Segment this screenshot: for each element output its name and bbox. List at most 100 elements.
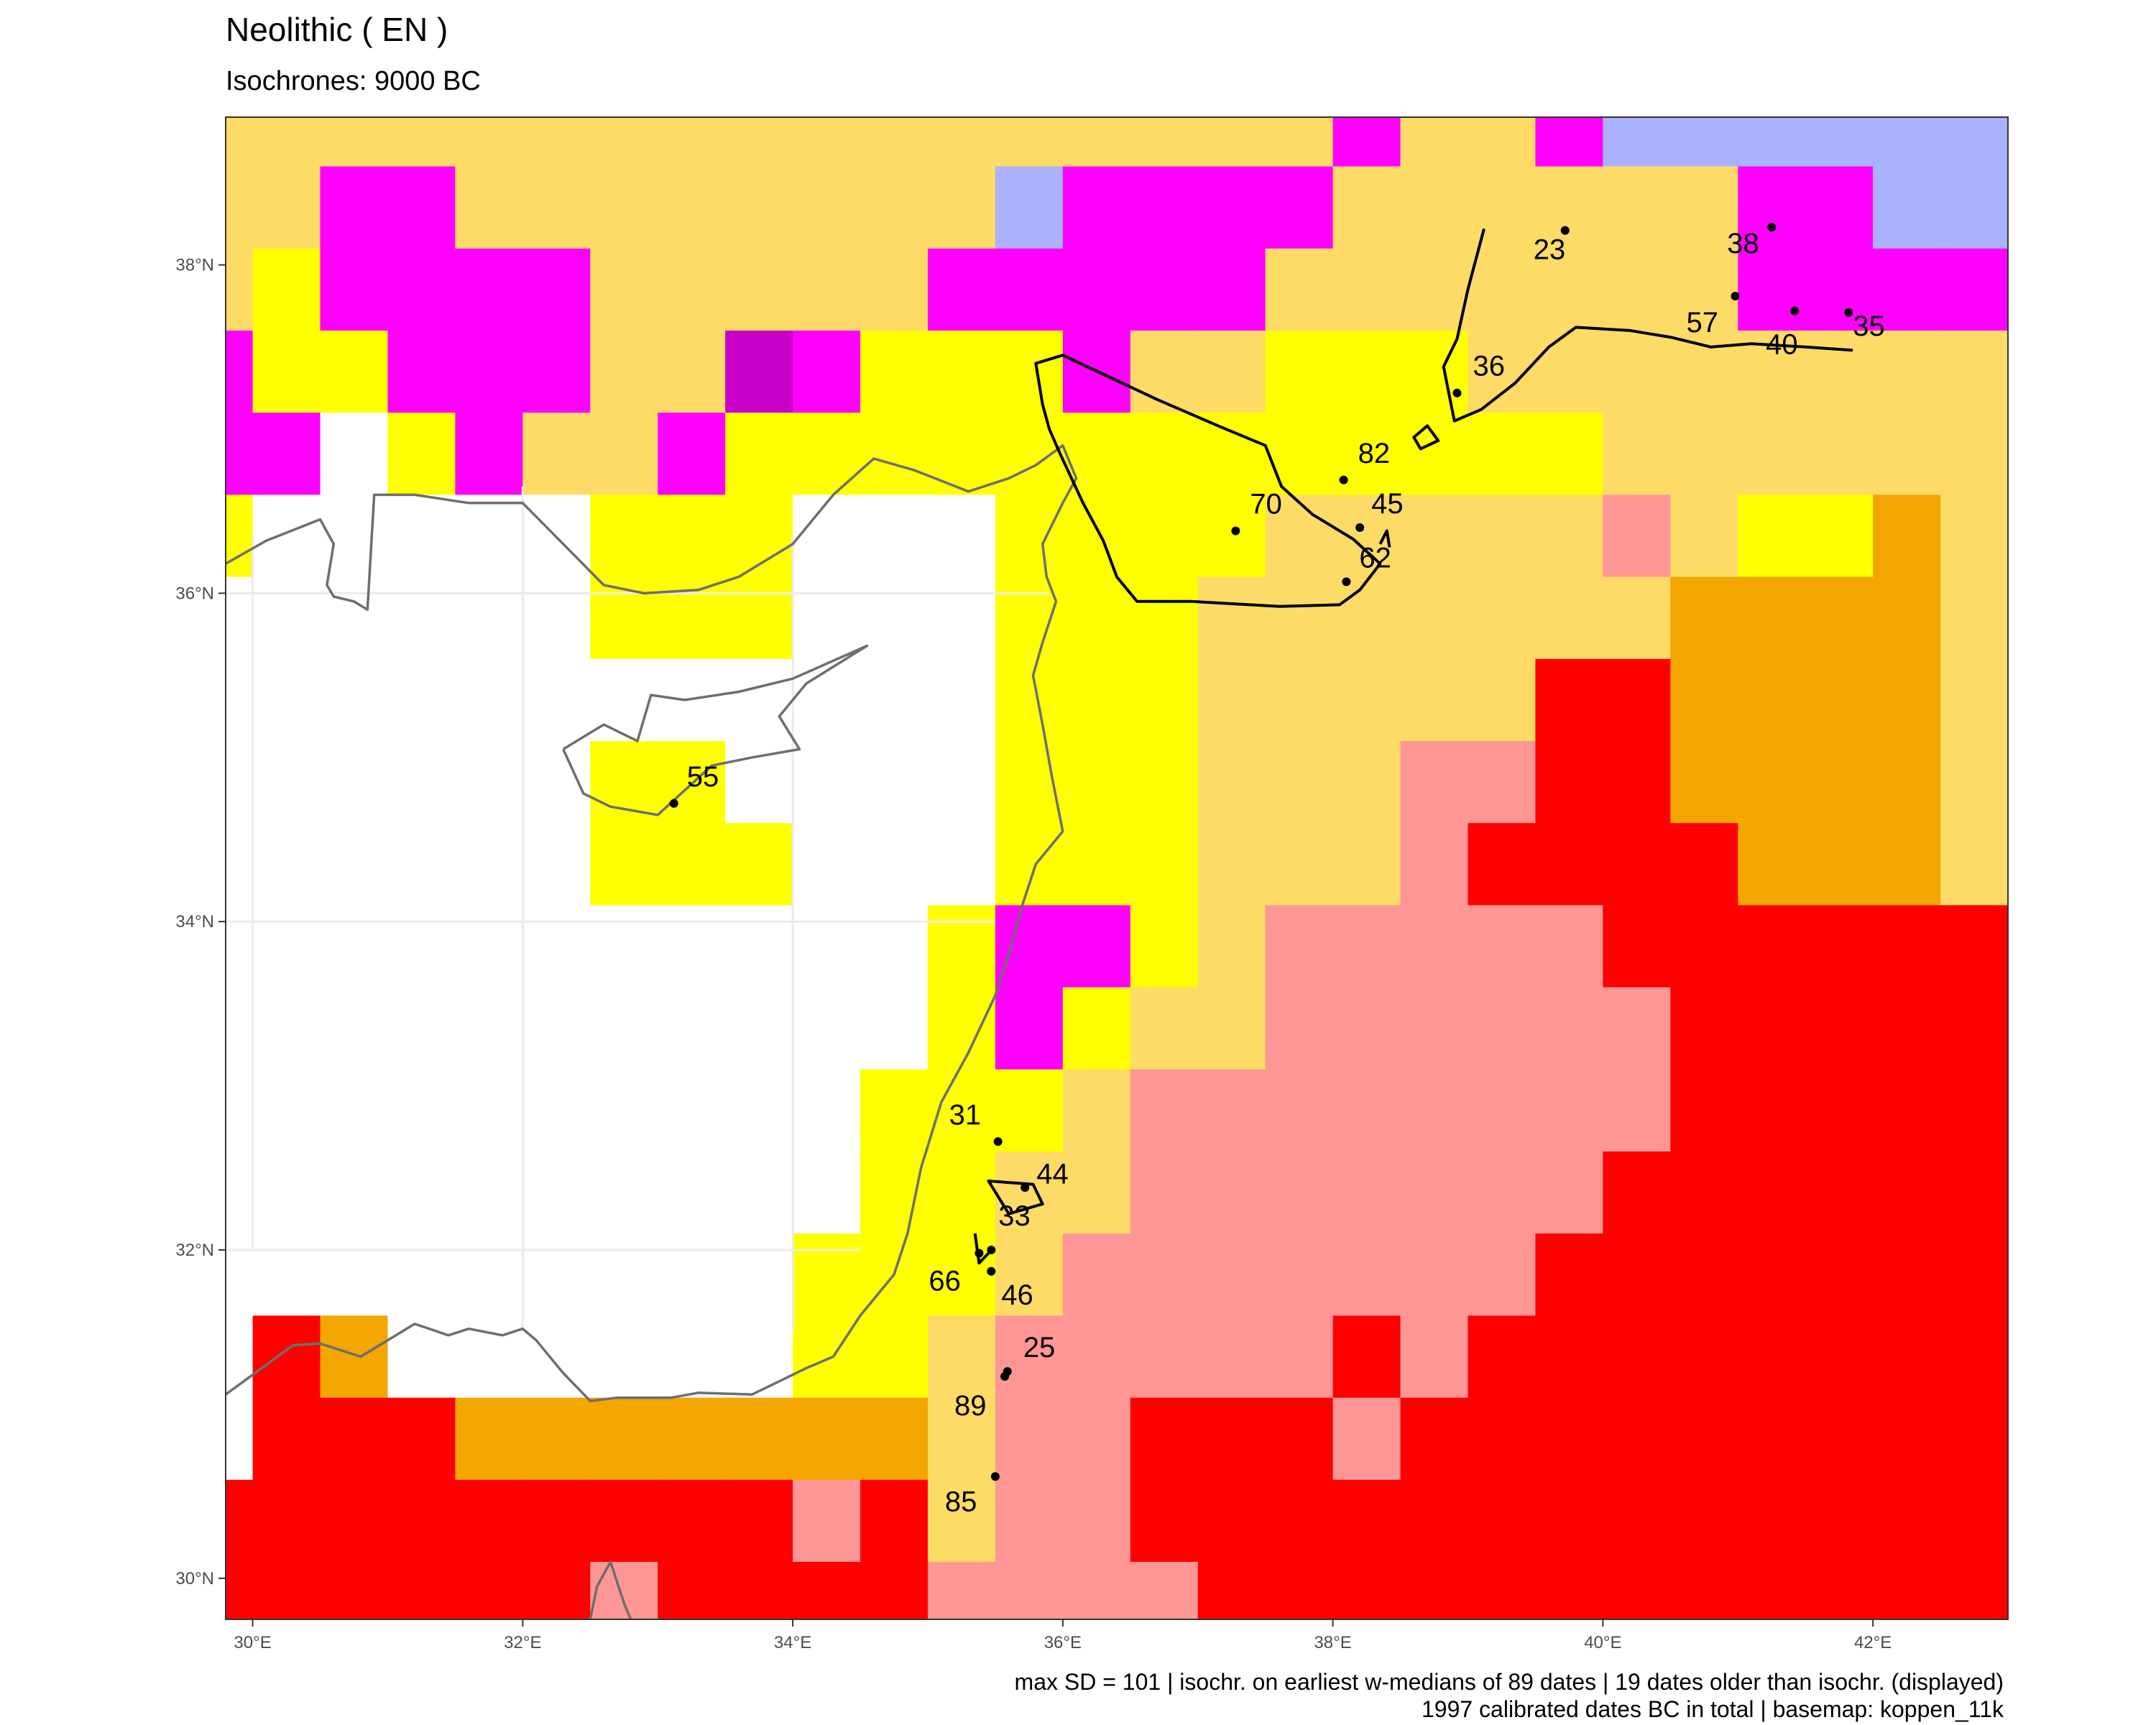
raster-cell — [1197, 117, 1266, 167]
raster-cell — [1400, 117, 1469, 167]
raster-cell — [252, 905, 321, 988]
site-label: 70 — [1250, 489, 1282, 520]
raster-cell — [252, 166, 321, 249]
raster-cell — [1468, 740, 1537, 824]
raster-cell — [1603, 248, 1671, 331]
climate-raster — [226, 117, 2008, 1619]
raster-cell — [1265, 1397, 1334, 1481]
raster-cell — [590, 740, 658, 824]
raster-cell — [1062, 248, 1131, 331]
raster-cell — [387, 330, 456, 413]
raster-cell — [1130, 1562, 1199, 1619]
raster-cell — [590, 905, 658, 988]
raster-cell — [1400, 740, 1469, 824]
raster-cell — [252, 1315, 321, 1399]
site-label: 23 — [1534, 234, 1566, 266]
raster-cell — [725, 117, 793, 167]
raster-cell — [1603, 117, 1671, 167]
raster-cell — [1805, 740, 1874, 824]
site-point — [1342, 577, 1351, 586]
raster-cell — [1265, 248, 1334, 331]
raster-cell — [1265, 330, 1334, 413]
raster-cell — [995, 1315, 1064, 1399]
raster-cell — [1873, 740, 1941, 824]
raster-cell — [927, 1397, 996, 1481]
raster-cell — [1670, 905, 1738, 988]
raster-cell — [1265, 823, 1334, 906]
raster-cell — [1940, 823, 2008, 906]
raster-cell — [1603, 1562, 1671, 1619]
raster-cell — [725, 1479, 793, 1563]
coastlines — [226, 444, 1078, 1619]
raster-cell — [658, 1151, 726, 1234]
raster-cell — [1400, 413, 1469, 495]
x-tick-label: 40°E — [1584, 1633, 1621, 1652]
raster-cell — [860, 1151, 929, 1234]
y-tick-label: 38°N — [175, 256, 214, 275]
raster-cell — [1940, 1315, 2008, 1399]
raster-cell — [793, 576, 861, 660]
raster-cell — [995, 658, 1064, 742]
raster-cell — [1940, 905, 2008, 988]
raster-cell — [793, 494, 861, 578]
raster-cell — [1062, 1151, 1131, 1234]
raster-cell — [1468, 1315, 1537, 1399]
gridlines — [226, 486, 1050, 1333]
raster-cell — [1400, 823, 1469, 906]
raster-cell — [1535, 1562, 1603, 1619]
raster-cell — [522, 166, 591, 249]
raster-cell — [1805, 1479, 1874, 1563]
raster-cell — [1062, 1479, 1131, 1563]
raster-cell — [590, 413, 658, 495]
raster-cell — [1130, 1397, 1199, 1481]
raster-cell — [1468, 166, 1537, 249]
raster-cell — [1332, 1315, 1401, 1399]
raster-cell — [1535, 1233, 1603, 1317]
raster-cell — [725, 576, 793, 660]
raster-cell — [252, 1562, 321, 1619]
raster-cell — [1535, 1069, 1603, 1152]
isochrone-line — [1442, 228, 1853, 423]
raster-cell — [455, 1233, 523, 1317]
raster-cell — [1468, 117, 1537, 167]
raster-cell — [1805, 1315, 1874, 1399]
site-point — [1000, 1371, 1010, 1381]
raster-cell — [387, 1562, 456, 1619]
raster-cell — [1738, 823, 1806, 906]
raster-cell — [793, 1397, 861, 1481]
raster-cell — [320, 117, 389, 167]
raster-cell — [1603, 1397, 1671, 1481]
raster-cell — [1805, 1069, 1874, 1152]
raster-cell — [522, 576, 591, 660]
raster-cell — [1332, 166, 1401, 249]
raster-cell — [387, 494, 456, 578]
raster-cell — [1873, 905, 1941, 988]
raster-cell — [455, 905, 523, 988]
raster-cell — [1603, 330, 1671, 413]
raster-cell — [1670, 576, 1738, 660]
raster-cell — [1805, 166, 1874, 249]
site-label: 40 — [1766, 329, 1798, 361]
site-label: 55 — [687, 761, 719, 793]
raster-cell — [725, 1233, 793, 1317]
raster-cell — [658, 1069, 726, 1152]
raster-cell — [320, 1479, 389, 1563]
raster-cell — [387, 658, 456, 742]
raster-cell — [320, 1315, 389, 1399]
raster-cell — [1670, 117, 1738, 167]
raster-cell — [226, 1315, 254, 1399]
raster-cell — [1062, 494, 1131, 578]
raster-cell — [1197, 248, 1266, 331]
raster-cell — [226, 117, 254, 167]
raster-cell — [1130, 248, 1199, 331]
raster-cell — [455, 658, 523, 742]
raster-cell — [387, 987, 456, 1070]
site-point — [1452, 388, 1462, 397]
raster-cell — [320, 1151, 389, 1234]
raster-cell — [1738, 413, 1806, 495]
raster-cell — [1738, 1397, 1806, 1481]
raster-cell — [1130, 658, 1199, 742]
raster-cell — [927, 117, 996, 167]
raster-cell — [522, 117, 591, 167]
raster-cell — [252, 248, 321, 331]
